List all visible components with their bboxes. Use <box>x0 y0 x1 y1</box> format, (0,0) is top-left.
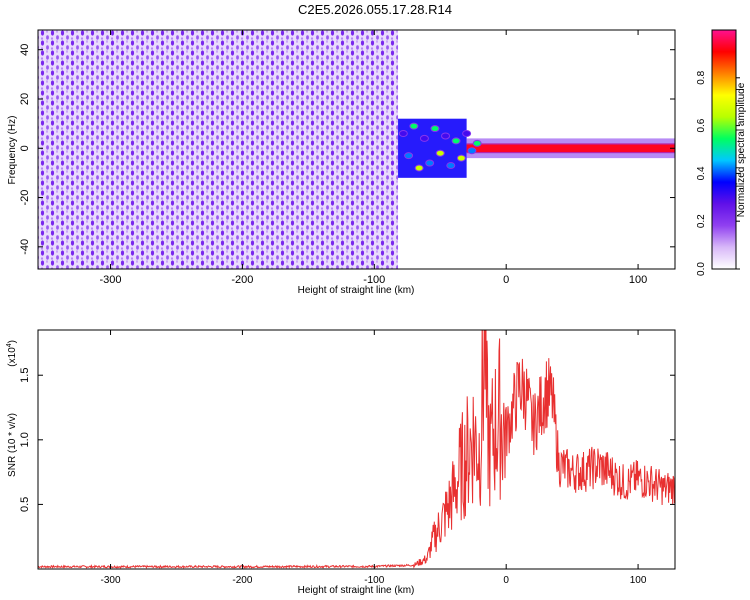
colorbar-tick-label: 0.2 <box>696 214 707 228</box>
scale-exponent: 4 <box>6 343 13 347</box>
heatmap-cells <box>38 30 675 269</box>
snr-panel: -300 -200 -100 0 100 0.5 1.0 1.5 Height of str… <box>6 329 676 596</box>
chart-title: C2E5.2026.055.17.28.R14 <box>298 2 452 17</box>
x-tick-label: -100 <box>364 575 384 586</box>
heatmap-region <box>38 30 399 269</box>
y-tick-label: -40 <box>19 239 31 255</box>
spectrogram-xlabel: Height of straight line (km) <box>298 285 415 296</box>
x-tick-label: 100 <box>630 575 647 586</box>
x-tick-label: -300 <box>100 274 122 286</box>
heatmap-blob <box>446 162 456 170</box>
heatmap-blob <box>472 139 482 147</box>
snr-x-axis: -300 -200 -100 0 100 <box>101 330 647 586</box>
snr-y-axis: 0.5 1.0 1.5 <box>19 368 675 512</box>
heatmap-blob <box>462 129 472 137</box>
y-tick-label: -20 <box>19 190 31 206</box>
spectrogram-ylabel: Frequency (Hz) <box>7 116 18 185</box>
heatmap-blob <box>409 122 419 130</box>
colorbar-label: Normalized spectral amplitude <box>736 82 747 217</box>
y-tick-label: 1.5 <box>19 368 31 383</box>
colorbar-tick-label: 0.4 <box>696 166 707 180</box>
heatmap-blob <box>435 149 445 157</box>
x-tick-label: 0 <box>503 575 509 586</box>
x-tick-label: -200 <box>231 274 253 286</box>
spectrogram-x-axis: -300 -200 -100 0 100 <box>100 30 647 286</box>
y-tick-label: 1.0 <box>19 432 31 447</box>
y-tick-label: 40 <box>19 44 31 56</box>
y-tick-label: 0.5 <box>19 497 31 512</box>
x-tick-label: 0 <box>503 274 509 286</box>
heatmap-blob <box>441 132 451 140</box>
y-tick-label: 20 <box>19 93 31 105</box>
heatmap-blob <box>467 147 477 155</box>
x-tick-label: -300 <box>101 575 121 586</box>
svg-text:(x104): (x104) <box>6 340 18 367</box>
heatmap-blob <box>398 129 408 137</box>
colorbar: 0.0 0.2 0.4 0.6 0.8 Normalized spectral ampl… <box>696 29 747 276</box>
heatmap-blob <box>414 164 424 172</box>
heatmap-blob <box>425 159 435 167</box>
y-tick-label: 0 <box>19 145 31 151</box>
snr-ylabel: SNR (10 * v/v) <box>7 413 18 477</box>
heatmap-blob <box>456 154 466 162</box>
colorbar-tick-label: 0.8 <box>696 70 707 84</box>
spectrogram-frame <box>37 29 676 270</box>
spectrogram-y-axis: -40 -20 0 20 40 <box>19 44 675 255</box>
scale-prefix: (x10 <box>7 347 18 367</box>
scale-close: ) <box>7 340 18 343</box>
snr-series-line <box>38 330 675 569</box>
x-tick-label: 100 <box>629 274 647 286</box>
snr-frame <box>37 329 676 570</box>
colorbar-tick-label: 0.0 <box>696 262 707 276</box>
heatmap-blob <box>451 137 461 145</box>
x-tick-label: -100 <box>363 274 385 286</box>
snr-xlabel: Height of straight line (km) <box>298 585 415 596</box>
x-tick-label: -200 <box>232 575 252 586</box>
colorbar-gradient <box>711 29 737 270</box>
snr-scale-label: (x104) <box>6 340 18 367</box>
heatmap-blob <box>404 152 414 160</box>
colorbar-tick-label: 0.6 <box>696 118 707 132</box>
heatmap-blob <box>430 125 440 133</box>
colorbar-ticks: 0.0 0.2 0.4 0.6 0.8 <box>696 70 740 276</box>
heatmap-band-core <box>466 144 675 152</box>
heatmap-blob <box>419 134 429 142</box>
